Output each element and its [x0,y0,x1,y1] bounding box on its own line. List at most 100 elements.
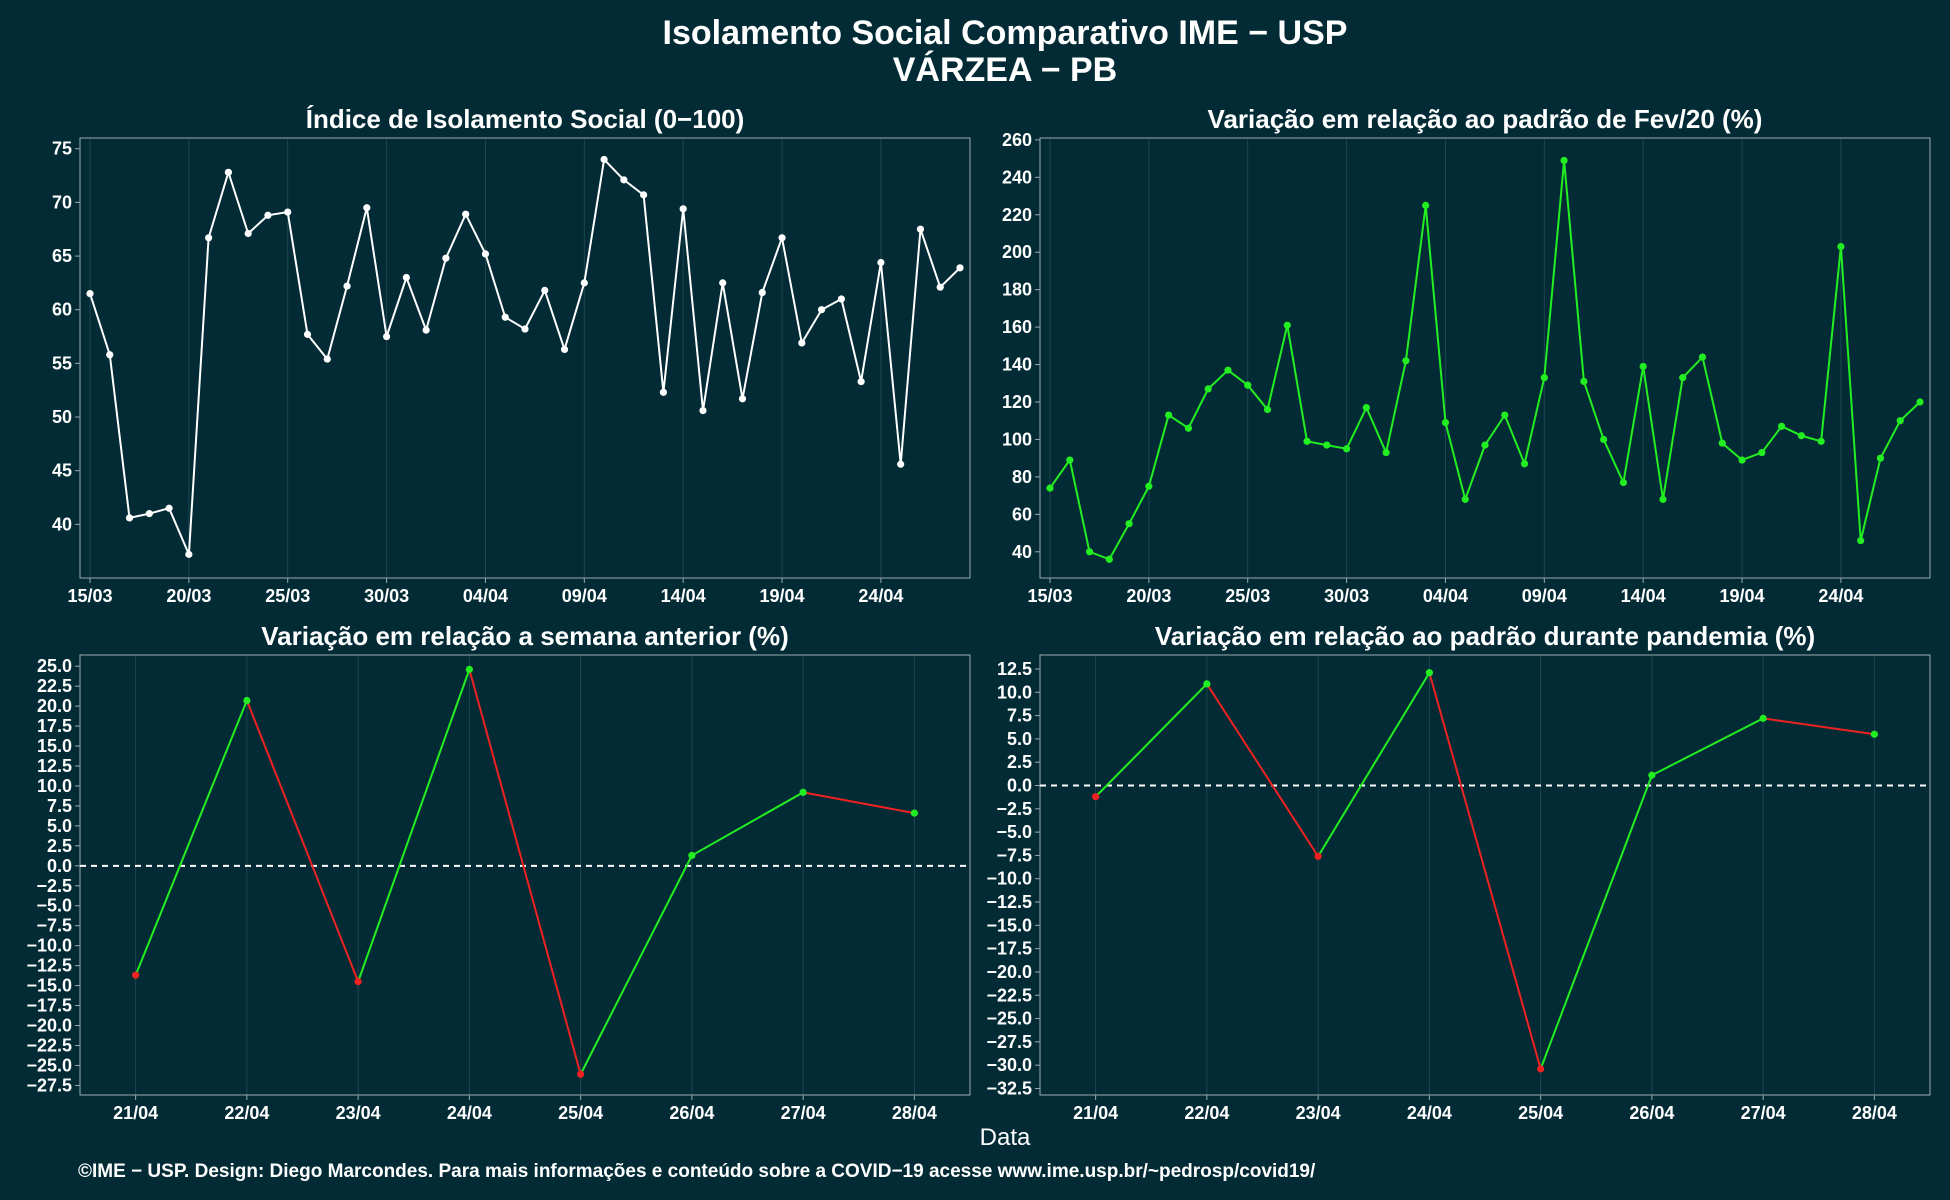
data-point [640,191,648,199]
data-point [284,208,292,216]
x-tick-label: 27/04 [1741,1103,1786,1123]
data-point [1204,385,1212,393]
x-tick-label: 04/04 [1423,586,1468,606]
data-point [1718,439,1726,447]
y-tick-label: −20.0 [986,962,1032,982]
panel-title: Variação em relação a semana anterior (%… [261,621,789,651]
data-point [343,282,351,290]
y-tick-label: 120 [1002,392,1032,412]
x-tick-label: 14/04 [661,586,706,606]
y-tick-label: 80 [1012,467,1032,487]
data-point [1837,242,1845,251]
x-tick-label: 24/04 [1818,586,1863,606]
x-tick-label: 14/04 [1621,586,1666,606]
data-point [1648,771,1656,779]
x-tick-label: 24/04 [1407,1103,1452,1123]
data-point [1303,437,1311,445]
data-point [798,339,806,347]
series-segment [468,669,582,1075]
data-point [422,326,430,334]
x-tick-label: 21/04 [113,1103,158,1123]
y-tick-label: −20.0 [26,1016,72,1036]
data-point [185,550,193,558]
data-point [1857,536,1865,545]
data-point [1600,435,1608,444]
data-point [264,211,272,219]
data-point [1896,417,1904,425]
data-point [465,665,473,673]
panel-title: Variação em relação ao padrão durante pa… [1155,621,1815,651]
y-tick-label: 180 [1002,280,1032,300]
y-tick-label: −22.5 [986,985,1032,1005]
data-point [1105,555,1113,563]
data-point [106,351,114,359]
y-tick-label: 17.5 [37,716,72,736]
y-tick-label: 22.5 [37,676,72,696]
data-point [86,290,94,298]
y-tick-label: 60 [52,300,72,320]
y-tick-label: −17.5 [986,939,1032,959]
data-point [1066,456,1074,464]
data-point [462,210,470,218]
series-segment [1317,672,1431,857]
data-point [1244,381,1252,389]
y-tick-label: 50 [52,407,72,427]
data-point [132,971,140,979]
y-tick-label: 200 [1002,242,1032,262]
data-point [1659,495,1667,503]
x-tick-label: 24/04 [447,1103,492,1123]
footer-credit: ©IME − USP. Design: Diego Marcondes. Par… [78,1161,1316,1182]
data-point [1125,520,1133,528]
data-point [1698,353,1707,361]
data-point [1758,448,1766,457]
series-segment [1762,717,1875,736]
data-point [659,388,668,396]
series-segment [691,791,804,857]
y-tick-label: 40 [52,514,72,534]
panel-isolation-index: Índice de Isolamento Social (0−100) 40 45 5… [52,104,971,606]
y-tick-label: −12.5 [26,956,72,976]
series-segment [245,700,360,982]
data-point [1580,377,1588,386]
y-tick-label: −10.0 [26,936,72,956]
data-point [1738,456,1746,464]
data-point [897,460,905,468]
data-point [363,204,371,212]
y-tick-label: 45 [52,461,72,481]
x-tick-label: 19/04 [1720,586,1765,606]
data-point [1092,793,1100,801]
series-segment [1428,672,1542,1070]
data-point [719,279,727,287]
data-point [1314,852,1322,860]
y-tick-label: 260 [1002,130,1032,150]
x-tick-label: 22/04 [224,1103,269,1123]
data-point [1342,445,1351,453]
data-point [1422,201,1430,210]
y-tick-label: 12.5 [997,659,1032,679]
series-segment [802,791,915,815]
y-tick-label: 70 [52,192,72,212]
data-point [1916,398,1924,406]
y-tick-label: −25.0 [26,1055,72,1075]
data-point [799,788,807,796]
x-tick-label: 30/03 [1324,586,1369,606]
main-subtitle: VÁRZEA − PB [893,51,1118,89]
y-tick-label: 160 [1002,317,1032,337]
data-point [1046,484,1054,492]
x-tick-label: 26/04 [1629,1103,1674,1123]
y-tick-label: −22.5 [26,1035,72,1055]
y-tick-label: 220 [1002,205,1032,225]
x-tick-label: 25/03 [265,586,310,606]
y-tick-label: −5.0 [36,896,72,916]
data-point [1777,422,1786,430]
y-tick-label: 0.0 [47,856,72,876]
plot-frame [79,137,971,579]
y-tick-label: 7.5 [1007,706,1032,726]
data-point [1165,411,1173,419]
series-segment [1206,683,1319,857]
y-tick-label: −7.5 [36,916,72,936]
x-tick-label: 23/04 [336,1103,381,1123]
data-point [560,345,569,354]
x-tick-label: 20/03 [1126,586,1171,606]
